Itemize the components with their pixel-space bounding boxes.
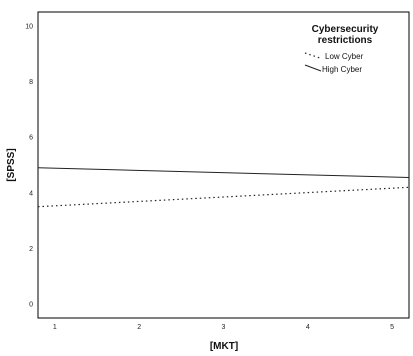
legend-low-cyber-label: Low Cyber xyxy=(325,52,364,61)
y-tick-label: 10 xyxy=(25,23,33,30)
legend-high-cyber-label: High Cyber xyxy=(322,65,362,74)
y-axis-ticks: 0 2 4 6 8 10 xyxy=(25,23,33,308)
x-axis-ticks: 1 2 3 4 5 xyxy=(53,324,394,331)
y-tick-label: 0 xyxy=(29,302,33,309)
legend: Cybersecurity restrictions Low Cyber Hig… xyxy=(304,24,379,74)
legend-high-cyber-swatch xyxy=(304,64,322,72)
y-tick-label: 8 xyxy=(29,79,33,86)
y-tick-label: 6 xyxy=(29,135,33,142)
legend-title-line-2: restrictions xyxy=(318,35,373,46)
y-axis-title: [SPSS] xyxy=(6,148,17,181)
x-tick-label: 3 xyxy=(222,324,226,331)
series-line-high-cyber xyxy=(37,167,410,178)
x-tick-label: 4 xyxy=(306,324,310,331)
y-tick-label: 2 xyxy=(29,246,33,253)
y-tick-label: 4 xyxy=(29,190,33,197)
x-tick-label: 1 xyxy=(53,324,57,331)
series-line-low-cyber xyxy=(37,186,410,208)
legend-title-line-1: Cybersecurity xyxy=(312,24,379,35)
x-tick-label: 2 xyxy=(137,324,141,331)
x-tick-label: 5 xyxy=(390,324,394,331)
plot-area xyxy=(37,11,410,319)
x-axis-title: [MKT] xyxy=(210,341,238,352)
series-layer xyxy=(37,167,410,208)
